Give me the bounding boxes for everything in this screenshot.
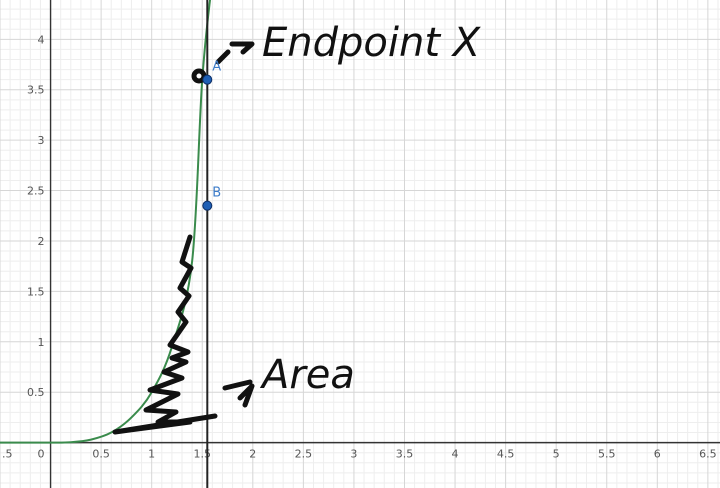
point-label-a: A xyxy=(212,60,221,75)
x-tick-label: 4 xyxy=(452,448,459,461)
y-tick-label: 0.5 xyxy=(27,386,45,399)
x-tick-label: 5 xyxy=(553,448,560,461)
point-a[interactable] xyxy=(202,74,213,85)
endpoint-arrow xyxy=(215,41,255,65)
area-annotation: Area xyxy=(259,352,355,398)
point-label-b: B xyxy=(212,186,221,201)
y-tick-label: 3 xyxy=(38,134,45,147)
x-tick-label: 3 xyxy=(350,448,357,461)
x-tick-label: 5.5 xyxy=(598,448,616,461)
point-b[interactable] xyxy=(202,200,213,211)
point-markers[interactable]: AB xyxy=(202,60,222,211)
endpoint-annotation: Endpoint X xyxy=(262,20,482,66)
x-tick-label: 6 xyxy=(654,448,661,461)
x-tick-label: 2.5 xyxy=(295,448,313,461)
y-tick-label: 1.5 xyxy=(27,285,45,298)
area-arrow xyxy=(222,379,255,408)
x-tick-label: 1.5 xyxy=(193,448,211,461)
y-tick-label: 2 xyxy=(38,235,45,248)
area-scribble xyxy=(112,234,218,435)
origin-label: 0 xyxy=(38,448,45,461)
x-tick-label: 1 xyxy=(148,448,155,461)
y-tick-label: 2.5 xyxy=(27,185,45,198)
x-tick-label: 2 xyxy=(249,448,256,461)
x-tick-label: 6.5 xyxy=(699,448,717,461)
y-tick-label: 3.5 xyxy=(27,84,45,97)
x-tick-label: 3.5 xyxy=(396,448,414,461)
y-tick-label: 4 xyxy=(38,33,45,46)
x-tick-label: 0.5 xyxy=(92,448,110,461)
y-tick-label: 1 xyxy=(38,336,45,349)
x-tick-label-edge: .5 xyxy=(2,448,13,461)
y-tick-labels: 0.5 1 1.5 2 2.5 3 3.5 4 xyxy=(27,33,45,399)
x-tick-labels: 0.5 1 1.5 2 2.5 3 3.5 4 4.5 5 5.5 6 6.5 .5 0 xyxy=(2,448,717,461)
x-tick-label: 4.5 xyxy=(497,448,515,461)
